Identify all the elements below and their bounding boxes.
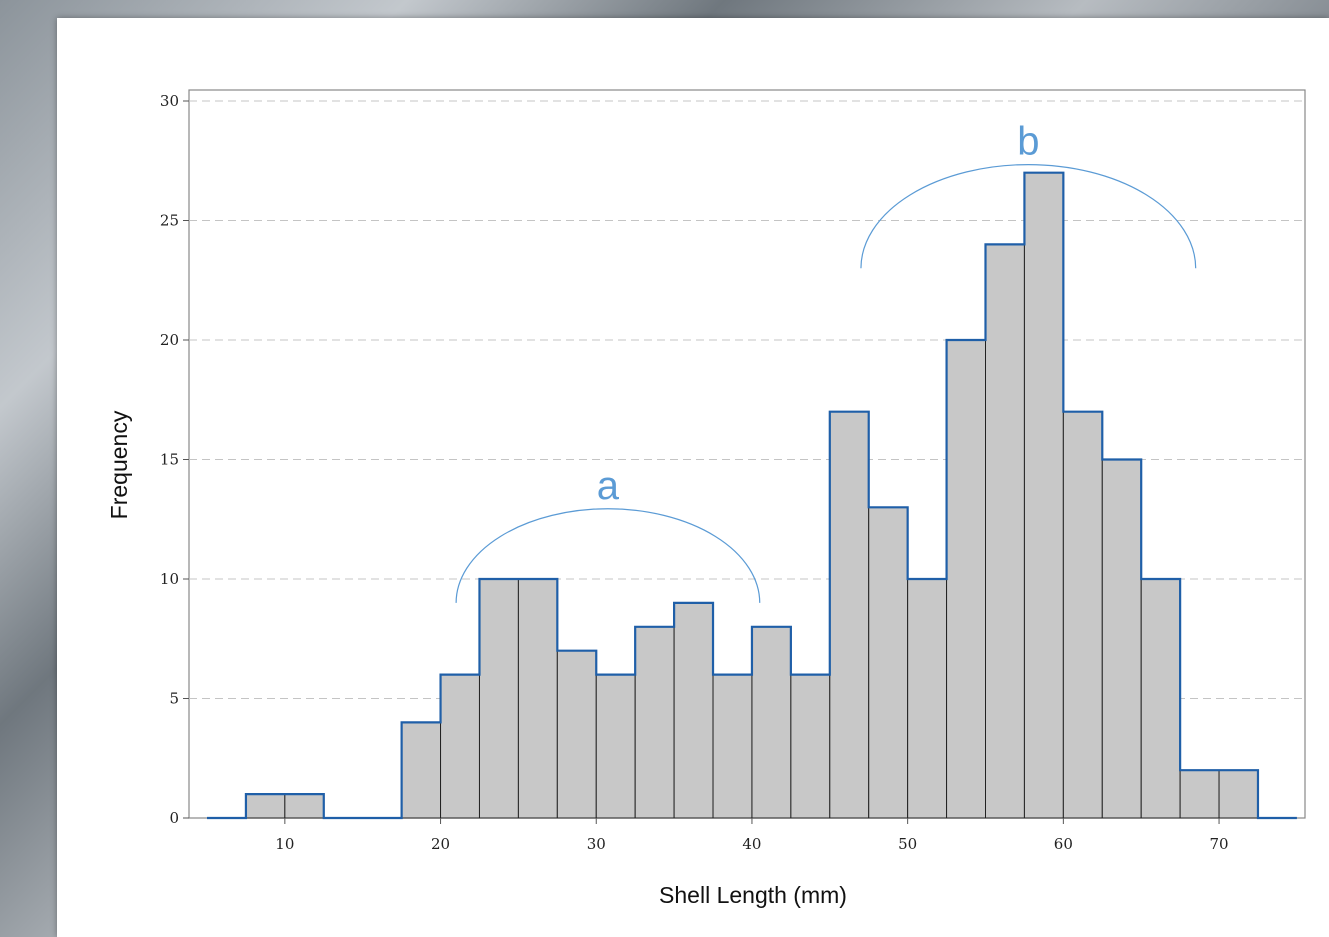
x-tick-label: 20 — [431, 835, 450, 853]
y-tick-label: 25 — [160, 212, 179, 230]
x-axis-label: Shell Length (mm) — [659, 882, 847, 908]
y-tick-label: 20 — [160, 331, 179, 349]
y-tick-label: 5 — [169, 690, 179, 708]
x-tick-label: 70 — [1210, 835, 1229, 853]
histogram-bar — [440, 674, 480, 819]
y-tick-label: 15 — [160, 451, 179, 469]
histogram-bar — [401, 721, 442, 819]
histogram-bar — [284, 793, 325, 819]
annotation-label: b — [1017, 120, 1039, 164]
y-tick-label: 30 — [160, 92, 179, 110]
histogram-bar — [946, 339, 987, 819]
histogram-bar — [634, 626, 675, 819]
histogram-bar — [790, 674, 831, 819]
annotation-arc — [455, 508, 761, 603]
histogram-bar — [712, 674, 753, 819]
histogram-bar — [478, 578, 519, 819]
annotation-label: a — [597, 464, 620, 508]
histogram-bar — [1140, 578, 1181, 819]
histogram-bar — [595, 674, 636, 819]
histogram-bar — [1101, 459, 1142, 819]
bars-group — [245, 172, 1259, 819]
annotations-group: ab — [455, 120, 1197, 603]
y-axis-label: Frequency — [106, 410, 132, 519]
histogram-bar — [829, 411, 870, 819]
histogram-bar — [1062, 411, 1103, 819]
histogram-bar — [868, 506, 909, 819]
histogram-outline — [207, 171, 1297, 820]
x-tick-label: 30 — [587, 835, 606, 853]
histogram-bar — [1218, 769, 1259, 819]
histogram-bar — [517, 578, 558, 819]
x-tick-label: 40 — [742, 835, 761, 853]
histogram-bar — [1179, 769, 1220, 819]
histogram-bar — [907, 578, 948, 819]
x-tick-label: 50 — [898, 835, 917, 853]
histogram-bar — [245, 793, 286, 819]
y-tick-label: 0 — [169, 809, 179, 827]
x-tick-label: 10 — [275, 835, 294, 853]
histogram-bar — [673, 602, 714, 819]
x-axis-ticks: 10 20 30 40 50 60 70 — [275, 818, 1229, 853]
histogram-bar — [1023, 172, 1064, 819]
histogram-bar — [556, 650, 597, 819]
histogram-bar — [751, 626, 792, 819]
x-tick-label: 60 — [1054, 835, 1073, 853]
y-tick-label: 10 — [160, 570, 179, 588]
histogram-bar — [985, 243, 1025, 819]
y-axis-ticks: 0 5 10 15 20 25 30 — [160, 92, 189, 827]
